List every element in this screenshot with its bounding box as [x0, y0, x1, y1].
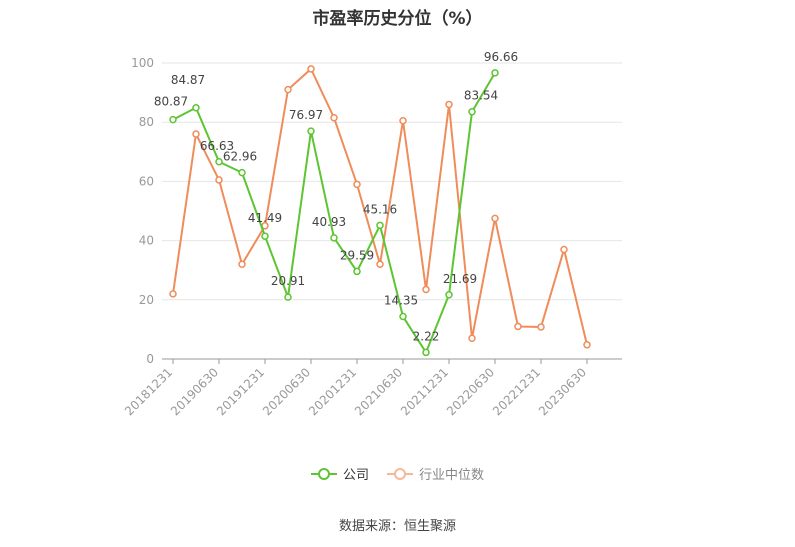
industry-data-point [192, 130, 200, 138]
legend-industry-marker-icon [387, 467, 413, 481]
company-data-point [445, 291, 453, 299]
legend-item-company[interactable]: 公司 [310, 464, 369, 483]
industry-data-point [422, 285, 430, 294]
company-data-label: 21.69 [443, 272, 477, 286]
company-data-label: 2.22 [413, 329, 440, 343]
x-tick-label: 20210630 [352, 365, 405, 418]
company-data-label: 96.66 [484, 50, 518, 64]
industry-data-point [445, 100, 453, 109]
company-data-label: 83.54 [464, 89, 498, 103]
legend-item-industry[interactable]: 行业中位数 [387, 464, 484, 483]
y-tick-label: 80 [139, 115, 154, 129]
company-data-label: 40.93 [312, 215, 346, 229]
industry-data-point [514, 322, 522, 331]
company-data-point [169, 115, 177, 124]
company-data-label: 66.63 [200, 139, 234, 153]
x-tick-label: 20200630 [260, 365, 313, 418]
industry-data-point [169, 290, 177, 298]
industry-data-point [537, 323, 545, 331]
company-data-point [491, 69, 499, 77]
x-tick-label: 20190630 [168, 365, 221, 418]
company-data-point [238, 168, 246, 177]
company-data-label: 80.87 [154, 95, 188, 109]
industry-data-point [399, 116, 407, 125]
x-tick-label: 20230630 [536, 365, 589, 418]
industry-data-point [307, 65, 315, 73]
company-data-label: 41.49 [248, 211, 282, 225]
x-tick-label: 20181231 [122, 365, 175, 418]
company-data-label: 14.35 [384, 294, 418, 308]
x-tick-label: 20211231 [398, 365, 451, 418]
legend-company-marker-icon [310, 467, 337, 481]
company-data-point [376, 221, 384, 230]
x-tick-label: 20221231 [490, 365, 543, 418]
company-data-label: 62.96 [223, 150, 257, 164]
y-tick-label: 20 [139, 293, 154, 307]
industry-data-point [284, 85, 292, 94]
legend: 公司 行业中位数 [0, 464, 795, 483]
company-data-point [261, 232, 269, 240]
company-data-point [330, 234, 338, 242]
industry-data-point [468, 334, 476, 343]
chart-title: 市盈率历史分位（%） [312, 9, 483, 29]
industry-data-point [215, 176, 223, 184]
company-data-point [215, 158, 223, 166]
industry-data-point [376, 260, 384, 269]
y-tick-label: 60 [139, 174, 154, 188]
industry-data-point [238, 260, 246, 269]
x-tick-label: 20191231 [214, 365, 267, 418]
company-data-point [468, 107, 476, 116]
company-data-label: 20.91 [271, 274, 305, 288]
industry-data-point [560, 245, 568, 254]
company-data-label: 29.59 [340, 248, 374, 262]
company-data-label: 76.97 [289, 108, 323, 122]
company-data-point [284, 293, 292, 301]
company-data-label: 84.87 [171, 73, 205, 87]
legend-label-industry: 行业中位数 [419, 468, 485, 483]
industry-data-point [491, 214, 499, 223]
company-data-point [192, 104, 200, 112]
source-note: 数据来源：恒生聚源 [338, 519, 456, 534]
company-data-point [353, 267, 361, 276]
y-tick-label: 100 [131, 56, 154, 70]
company-data-point [307, 127, 315, 135]
company-data-point [399, 312, 407, 321]
company-data-point [422, 348, 430, 357]
y-tick-label: 0 [146, 352, 154, 366]
industry-data-point [330, 114, 338, 122]
y-tick-label: 40 [139, 234, 154, 248]
industry-data-point [583, 341, 591, 349]
company-data-label: 45.16 [363, 202, 397, 216]
legend-label-company: 公司 [342, 468, 369, 483]
industry-data-point [353, 180, 361, 189]
x-tick-label: 20201231 [306, 365, 359, 418]
x-tick-label: 20220630 [444, 365, 497, 418]
